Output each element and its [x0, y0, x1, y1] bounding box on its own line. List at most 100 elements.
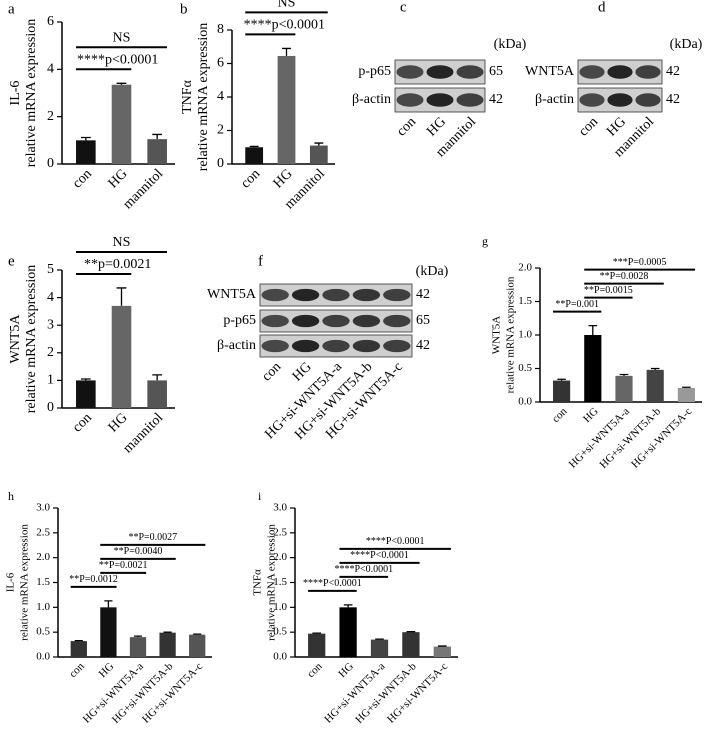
blot-band [322, 339, 350, 353]
bar [111, 305, 132, 408]
blot-band [426, 93, 454, 107]
significance-label: **P=0.001 [555, 299, 599, 310]
error-bar [152, 374, 163, 381]
panel-label: i [258, 489, 262, 503]
y-axis-label: WNT5A [8, 314, 23, 364]
y-tick-label: 0.5 [36, 626, 50, 638]
kda-value: 42 [416, 338, 430, 353]
x-tick-label: con [305, 660, 325, 680]
x-tick-label: mannitol [120, 410, 166, 456]
y-tick-label: 5 [47, 262, 54, 277]
significance-label: **P=0.0015 [584, 285, 633, 296]
kda-label: (kDa) [670, 37, 703, 52]
panel-label: b [180, 1, 188, 17]
bar [70, 641, 87, 657]
bar [646, 369, 664, 402]
x-tick-label: con [550, 405, 570, 425]
y-tick-label: 1.0 [518, 329, 532, 341]
panel-label: f [258, 253, 263, 269]
blot-band [426, 65, 454, 79]
y-tick-label: 3.0 [36, 502, 50, 514]
significance-label: **p=0.0021 [84, 257, 151, 272]
bar [370, 639, 389, 657]
kda-value: 65 [489, 64, 503, 79]
significance-label: **P=0.0012 [69, 574, 118, 585]
y-tick-label: 0.5 [273, 626, 287, 638]
y-axis-label: TNFα [180, 79, 195, 113]
blot-band [352, 288, 381, 302]
protein-label: β-actin [352, 92, 391, 107]
y-axis-label: relative mRNA expression [24, 19, 39, 168]
error-bar [588, 324, 598, 335]
kda-value: 42 [416, 287, 430, 302]
significance-label: **P=0.0027 [128, 532, 177, 543]
x-tick-label: HG [336, 660, 356, 680]
bar [147, 139, 167, 164]
significance-label: ****P<0.0001 [334, 564, 393, 575]
bar [584, 335, 602, 402]
blot-band [456, 93, 484, 107]
bar [111, 84, 132, 164]
blot-band [352, 314, 381, 328]
lane-label: HG [424, 114, 449, 139]
blot-band [261, 288, 289, 302]
protein-label: β-actin [535, 92, 574, 107]
y-axis-label: IL-6 [5, 572, 17, 592]
error-bar [80, 136, 91, 141]
bar [277, 55, 296, 164]
x-tick-label: HG [271, 166, 296, 191]
y-tick-label: 1.0 [36, 601, 50, 613]
blot-band [383, 314, 411, 328]
significance-label: **P=0.0021 [99, 560, 148, 571]
significance-label: **P=0.0028 [600, 271, 649, 282]
y-tick-label: 2.0 [273, 551, 287, 563]
blot-band [383, 339, 411, 353]
bar [245, 147, 264, 164]
y-axis-label: relative mRNA expression [266, 524, 278, 641]
panel-label: c [400, 0, 407, 15]
y-axis-label: relative mRNA expression [505, 276, 517, 393]
blot-band [291, 314, 320, 328]
panel-label: e [8, 253, 15, 269]
error-bar [282, 47, 291, 56]
significance-label: NS [113, 31, 131, 46]
error-bar [249, 145, 259, 148]
y-tick-label: 0.0 [518, 396, 532, 408]
blot-band [456, 65, 484, 79]
significance-label: ***P=0.0005 [613, 257, 667, 268]
y-tick-label: 2.0 [36, 551, 50, 563]
error-bar [116, 287, 127, 306]
bar [76, 380, 96, 408]
significance-label: NS [278, 0, 296, 11]
y-tick-label: 0 [217, 156, 224, 171]
bar [76, 140, 96, 164]
blot-band [322, 314, 350, 328]
x-tick-label: con [238, 166, 263, 191]
kda-label: (kDa) [494, 37, 527, 52]
protein-label: WNT5A [525, 64, 575, 79]
kda-value: 42 [666, 64, 680, 79]
protein-label: β-actin [217, 338, 256, 353]
blot-band [396, 65, 424, 79]
bar [553, 380, 571, 402]
error-bar [133, 635, 143, 638]
panel-label: h [8, 489, 14, 503]
y-tick-label: 1.5 [518, 295, 532, 307]
x-tick-label: con [67, 660, 87, 680]
y-tick-label: 2 [217, 123, 224, 138]
x-tick-label: HG [581, 405, 601, 425]
lane-label: con [259, 359, 284, 384]
y-tick-label: 2.5 [273, 526, 287, 538]
y-axis-label: relative mRNA expression [196, 23, 211, 172]
bar [129, 637, 147, 657]
significance-label: NS [113, 235, 131, 250]
y-tick-label: 3 [47, 317, 54, 332]
protein-label: p-p65 [223, 313, 256, 328]
bar [100, 607, 117, 657]
y-axis-label: relative mRNA expression [24, 265, 39, 414]
significance-label: ****p<0.0001 [244, 18, 325, 33]
blot-band [635, 65, 661, 79]
x-tick-label: mannitol [120, 166, 166, 212]
y-tick-label: 4 [47, 290, 54, 305]
